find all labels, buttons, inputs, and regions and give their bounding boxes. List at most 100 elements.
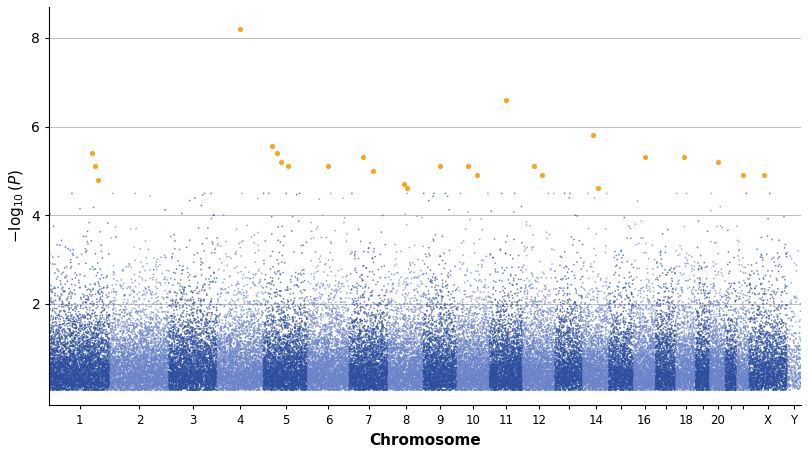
Point <box>175 313 187 320</box>
Point <box>295 350 308 357</box>
Point <box>713 371 726 379</box>
Point <box>288 363 301 370</box>
Point <box>597 365 610 373</box>
Point <box>196 375 209 383</box>
Point <box>407 361 420 369</box>
Point <box>759 374 772 381</box>
Point <box>707 331 720 339</box>
Point <box>242 305 255 313</box>
Point <box>446 353 459 360</box>
Point <box>340 230 353 238</box>
Point <box>604 367 617 374</box>
Point <box>176 266 189 273</box>
Point <box>172 384 185 391</box>
Point <box>610 374 623 382</box>
Point <box>702 386 715 394</box>
Point <box>204 369 217 376</box>
Point <box>482 386 495 394</box>
Point <box>549 349 562 357</box>
Point <box>571 359 584 366</box>
Point <box>717 379 730 387</box>
Point <box>196 359 209 367</box>
Point <box>360 311 373 318</box>
Point <box>613 383 626 390</box>
Point <box>206 329 219 336</box>
Point <box>69 368 82 375</box>
Point <box>338 376 351 384</box>
Point <box>128 324 141 332</box>
Point <box>513 369 526 376</box>
Point <box>429 231 442 238</box>
Point <box>418 379 431 386</box>
Point <box>715 370 728 378</box>
Point <box>72 372 85 379</box>
Point <box>330 375 343 382</box>
Point <box>405 356 418 364</box>
Point <box>225 372 238 379</box>
Point <box>549 379 562 387</box>
Point <box>633 350 646 358</box>
Point <box>739 379 752 386</box>
Point <box>639 353 652 360</box>
Point <box>469 380 482 388</box>
Point <box>703 334 716 341</box>
Point <box>696 374 709 381</box>
Point <box>696 360 709 368</box>
Point <box>73 354 86 361</box>
Point <box>272 384 285 391</box>
Point <box>203 334 216 342</box>
Point <box>53 365 66 373</box>
Point <box>136 323 149 330</box>
Point <box>587 364 600 371</box>
Point <box>85 364 98 371</box>
Point <box>429 359 442 366</box>
Point <box>149 375 162 382</box>
Point <box>189 378 202 385</box>
Point <box>362 361 375 369</box>
Point <box>495 379 508 386</box>
Point <box>684 372 696 379</box>
Point <box>367 365 380 373</box>
Point <box>506 363 519 370</box>
Point <box>600 344 613 351</box>
Point <box>221 354 234 361</box>
Point <box>444 318 457 326</box>
Point <box>366 372 379 379</box>
Point <box>182 370 195 378</box>
Point <box>755 346 768 354</box>
Point <box>225 381 238 388</box>
Point <box>491 377 504 384</box>
Point <box>413 383 426 390</box>
Point <box>675 381 688 388</box>
Point <box>630 342 643 349</box>
Point <box>305 356 318 364</box>
Point <box>141 363 154 370</box>
Point <box>553 359 566 366</box>
Point <box>186 361 199 369</box>
Point <box>428 353 441 360</box>
Point <box>253 384 266 392</box>
Point <box>587 324 600 331</box>
Point <box>351 332 364 339</box>
Point <box>663 376 676 383</box>
Point <box>692 381 705 389</box>
Point <box>709 383 722 390</box>
Point <box>655 331 668 338</box>
Point <box>447 328 460 335</box>
Point <box>364 363 377 370</box>
Point <box>357 381 370 388</box>
Point <box>172 381 185 388</box>
Point <box>368 336 381 343</box>
Point <box>221 344 234 352</box>
Point <box>720 336 733 343</box>
Point <box>705 372 718 379</box>
Point <box>389 374 402 381</box>
Point <box>252 247 265 254</box>
Point <box>297 383 309 390</box>
Point <box>301 293 314 301</box>
Point <box>354 348 367 355</box>
Point <box>710 361 723 368</box>
Point <box>660 345 673 352</box>
Point <box>97 359 110 366</box>
Point <box>445 361 458 368</box>
